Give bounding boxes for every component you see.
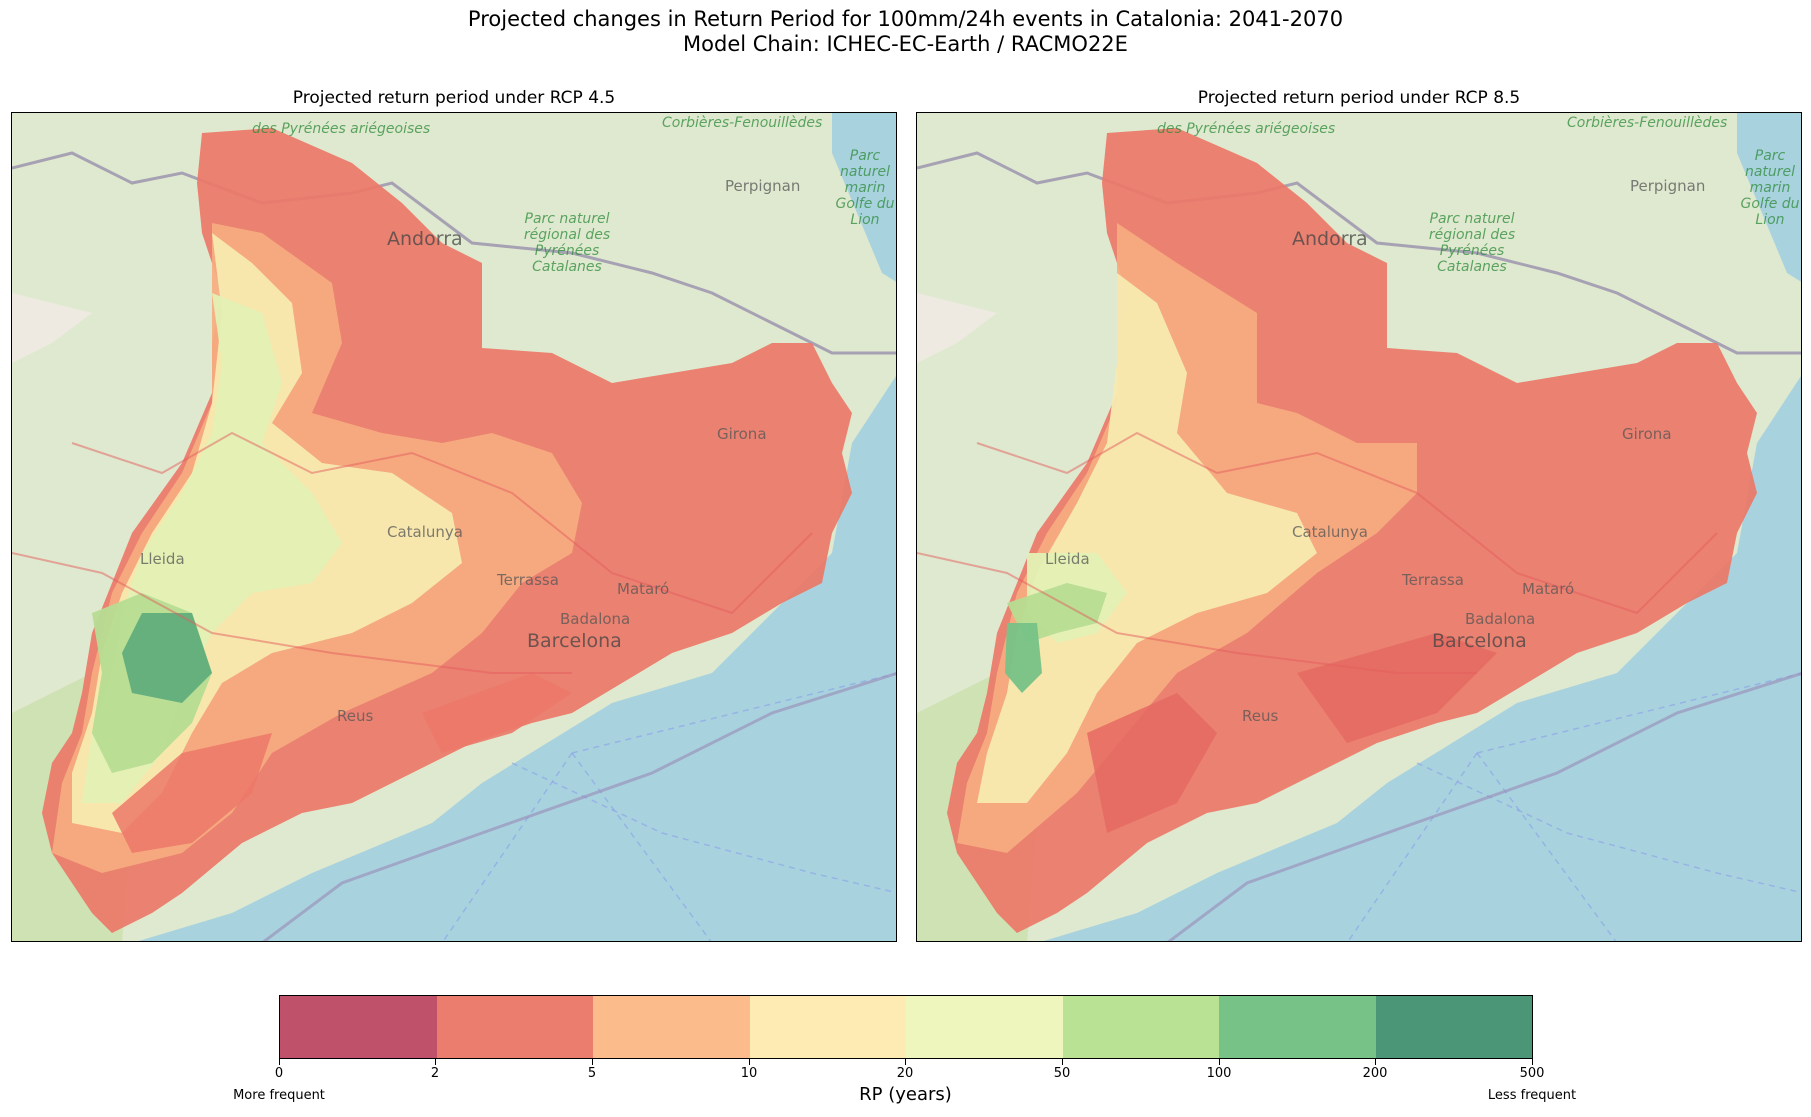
- placename-lleida: Lleida: [1045, 550, 1090, 568]
- colorbar-segment-2-5: [436, 996, 593, 1058]
- placename-girona: Girona: [717, 425, 767, 443]
- colorbar-tick-label: 200: [1362, 1066, 1388, 1081]
- placename-andorra: Andorra: [1292, 228, 1368, 250]
- placename-terrassa: Terrassa: [1402, 571, 1464, 589]
- map-rcp85: [917, 113, 1801, 941]
- placename-andorra: Andorra: [387, 228, 463, 250]
- colorbar-segment-50-100: [1062, 996, 1219, 1058]
- colorbar-tick-label: 100: [1206, 1066, 1232, 1081]
- placename-lleida: Lleida: [140, 550, 185, 568]
- placename-pyrenees-catalanes: Parc naturel régional des Pyrénées Catal…: [523, 211, 611, 275]
- placename-perpignan: Perpignan: [1630, 177, 1706, 195]
- colorbar-tick-label: 0: [274, 1066, 284, 1081]
- placename-golfe-du-lion: Parc naturel marin Golfe du Lion: [1740, 148, 1800, 228]
- placename-badalona: Badalona: [1465, 610, 1536, 628]
- placename-corbieres: Corbières-Fenouillèdes: [1567, 115, 1728, 131]
- placename-mataro: Mataró: [617, 580, 670, 598]
- colorbar-more-frequent-label: More frequent: [233, 1088, 325, 1103]
- colorbar-tick: [1219, 1059, 1220, 1065]
- panel-title-rcp85: Projected return period under RCP 8.5: [1197, 88, 1521, 108]
- sea-mediterranean: [1043, 376, 1801, 941]
- placename-reus: Reus: [337, 707, 374, 725]
- colorbar-tick-label: 10: [740, 1066, 758, 1081]
- placename-catalunya: Catalunya: [1292, 523, 1368, 541]
- map-panel-rcp45: Andorra Perpignan Girona Lleida Cataluny…: [11, 112, 897, 942]
- colorbar-tick: [279, 1059, 280, 1065]
- colorbar-tick: [435, 1059, 436, 1065]
- placename-perpignan: Perpignan: [725, 177, 801, 195]
- map-rcp45: [12, 113, 896, 941]
- figure-title-line1: Projected changes in Return Period for 1…: [467, 7, 1344, 31]
- placename-reus: Reus: [1242, 707, 1279, 725]
- colorbar-segment-0-2: [280, 996, 437, 1058]
- colorbar-tick-label: 500: [1519, 1066, 1545, 1081]
- placename-pyrenees-ariegeoises: des Pyrénées ariégeoises: [252, 121, 431, 137]
- colorbar-tick: [749, 1059, 750, 1065]
- colorbar-tick: [905, 1059, 906, 1065]
- placename-corbieres: Corbières-Fenouillèdes: [662, 115, 823, 131]
- map-panel-rcp85: Andorra Perpignan Girona Lleida Cataluny…: [916, 112, 1802, 942]
- colorbar-tick-label: 5: [587, 1066, 597, 1081]
- border-line: [12, 151, 896, 355]
- placename-catalunya: Catalunya: [387, 523, 463, 541]
- placename-girona: Girona: [1622, 425, 1672, 443]
- colorbar-segment-10-20: [749, 996, 906, 1058]
- colorbar-segment-20-50: [906, 996, 1063, 1058]
- sea-mediterranean: [138, 376, 896, 941]
- colorbar-segment-5-10: [593, 996, 750, 1058]
- colorbar-segment-100-200: [1219, 996, 1376, 1058]
- colorbar-segment-200-500: [1375, 996, 1532, 1058]
- colorbar-tick-label: 50: [1053, 1066, 1071, 1081]
- rp-layer-darkgreen: [122, 613, 212, 703]
- placename-badalona: Badalona: [560, 610, 631, 628]
- colorbar-less-frequent-label: Less frequent: [1487, 1088, 1577, 1103]
- placename-pyrenees-ariegeoises: des Pyrénées ariégeoises: [1157, 121, 1336, 137]
- placename-mataro: Mataró: [1522, 580, 1575, 598]
- rp-layer-mediumgreen: [1005, 623, 1042, 693]
- rp-layer-yellow: [977, 273, 1317, 803]
- placename-barcelona: Barcelona: [1432, 630, 1527, 652]
- colorbar-tick-label: 20: [896, 1066, 914, 1081]
- sea-north: [1737, 113, 1801, 282]
- colorbar-tick: [592, 1059, 593, 1065]
- colorbar-axis-label: RP (years): [859, 1084, 952, 1105]
- colorbar-tick: [1375, 1059, 1376, 1065]
- figure-title-line2: Model Chain: ICHEC-EC-Earth / RACMO22E: [683, 32, 1128, 56]
- colorbar-tick-label: 2: [430, 1066, 440, 1081]
- placename-golfe-du-lion: Parc naturel marin Golfe du Lion: [835, 148, 895, 228]
- panel-title-rcp45: Projected return period under RCP 4.5: [292, 88, 616, 108]
- colorbar: [279, 995, 1533, 1059]
- placename-barcelona: Barcelona: [527, 630, 622, 652]
- placename-pyrenees-catalanes: Parc naturel régional des Pyrénées Catal…: [1428, 211, 1516, 275]
- colorbar-tick: [1062, 1059, 1063, 1065]
- colorbar-tick: [1532, 1059, 1533, 1065]
- sea-north: [832, 113, 896, 282]
- border-line: [917, 151, 1801, 355]
- placename-terrassa: Terrassa: [497, 571, 559, 589]
